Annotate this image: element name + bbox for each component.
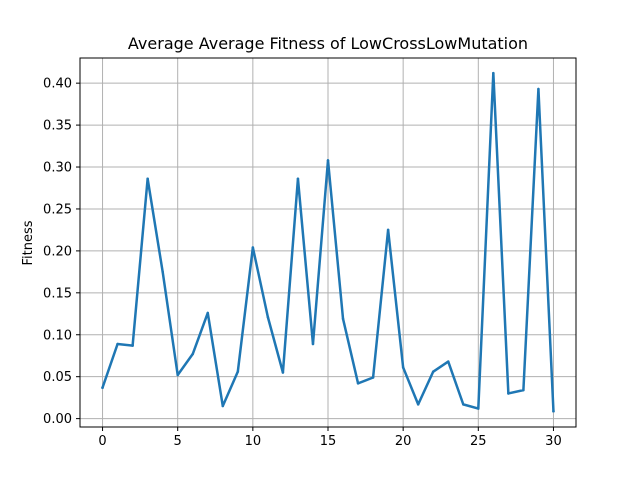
x-tick-label: 15	[320, 434, 337, 449]
chart-title: Average Average Fitness of LowCrossLowMu…	[128, 34, 528, 53]
y-tick-label: 0.35	[43, 119, 72, 134]
data-point	[206, 311, 210, 315]
y-tick-label: 0.05	[43, 370, 72, 385]
data-point	[176, 373, 179, 377]
data-point	[161, 270, 164, 274]
x-tick-label: 0	[98, 434, 106, 449]
data-point	[446, 360, 450, 363]
data-point	[236, 370, 240, 373]
x-tick-label: 30	[545, 434, 562, 449]
data-point	[522, 388, 525, 392]
y-tick-label: 0.20	[43, 244, 72, 259]
data-point	[462, 403, 465, 406]
data-point	[131, 344, 134, 347]
data-point	[537, 87, 540, 91]
data-point	[386, 228, 390, 232]
x-tick-label: 25	[470, 434, 487, 449]
data-point	[251, 246, 255, 249]
data-point	[296, 177, 300, 181]
y-tick-label: 0.10	[43, 328, 72, 343]
data-point	[326, 159, 330, 162]
data-point	[281, 371, 285, 374]
data-point	[266, 315, 270, 319]
y-tick-label: 0.00	[43, 412, 72, 427]
y-tick-label: 0.40	[43, 77, 72, 92]
axis-ticks: 0 5 10 15 20 25 30 0.00 0.05 0.10 0.15 0.20 0.25 0.30…	[43, 77, 562, 449]
data-point	[101, 386, 104, 389]
data-point	[552, 409, 555, 413]
x-tick-label: 5	[174, 434, 182, 449]
y-tick-label: 0.25	[43, 202, 72, 217]
data-point	[191, 352, 194, 356]
series-layer	[100, 71, 555, 413]
data-point	[116, 342, 119, 346]
data-point	[221, 404, 225, 408]
data-point	[477, 407, 480, 410]
x-tick-label: 10	[245, 434, 262, 449]
data-point	[416, 403, 420, 406]
data-point	[492, 71, 495, 75]
y-tick-label: 0.30	[43, 161, 72, 176]
x-tick-label: 20	[395, 434, 412, 449]
data-point	[507, 392, 510, 395]
y-tick-label: 0.15	[43, 286, 72, 301]
data-point	[356, 382, 360, 385]
data-point	[401, 366, 405, 369]
data-point	[146, 177, 149, 181]
data-point	[311, 342, 315, 346]
data-point	[341, 317, 345, 321]
data-point	[431, 370, 435, 373]
data-point	[371, 376, 375, 379]
y-axis-label: Fitness	[21, 220, 36, 265]
